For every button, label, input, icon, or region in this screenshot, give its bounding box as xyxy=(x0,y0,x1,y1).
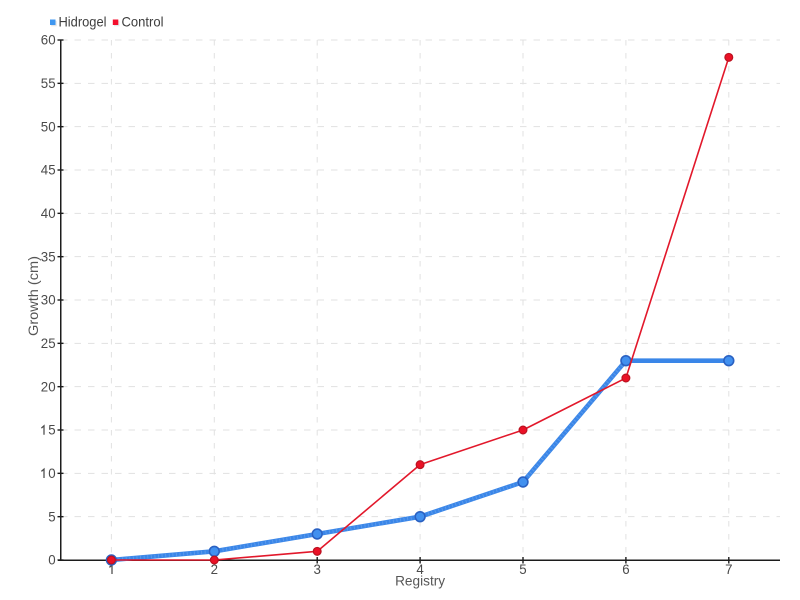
svg-text:5: 5 xyxy=(48,508,56,524)
svg-text:0: 0 xyxy=(48,465,56,481)
svg-text:5: 5 xyxy=(519,561,527,577)
svg-text:40: 40 xyxy=(41,205,56,221)
svg-text:3: 3 xyxy=(314,561,322,577)
svg-text:Registry: Registry xyxy=(395,573,445,589)
svg-text:4: 4 xyxy=(416,561,424,577)
svg-text:25: 25 xyxy=(41,335,56,351)
svg-text:Growth (cm): Growth (cm) xyxy=(25,256,41,336)
svg-text:0: 0 xyxy=(48,552,56,568)
svg-text:30: 30 xyxy=(41,292,56,308)
svg-text:60: 60 xyxy=(41,32,56,48)
svg-text:7: 7 xyxy=(725,561,733,577)
svg-text:2: 2 xyxy=(211,561,219,577)
svg-text:5: 5 xyxy=(48,422,56,438)
svg-text:Control: Control xyxy=(122,13,164,29)
svg-text:6: 6 xyxy=(622,561,630,577)
svg-text:55: 55 xyxy=(41,75,56,91)
svg-text:45: 45 xyxy=(41,162,56,178)
svg-text:50: 50 xyxy=(41,118,56,134)
svg-text:20: 20 xyxy=(41,378,56,394)
svg-text:35: 35 xyxy=(41,248,56,264)
svg-text:Hidrogel: Hidrogel xyxy=(59,13,107,29)
